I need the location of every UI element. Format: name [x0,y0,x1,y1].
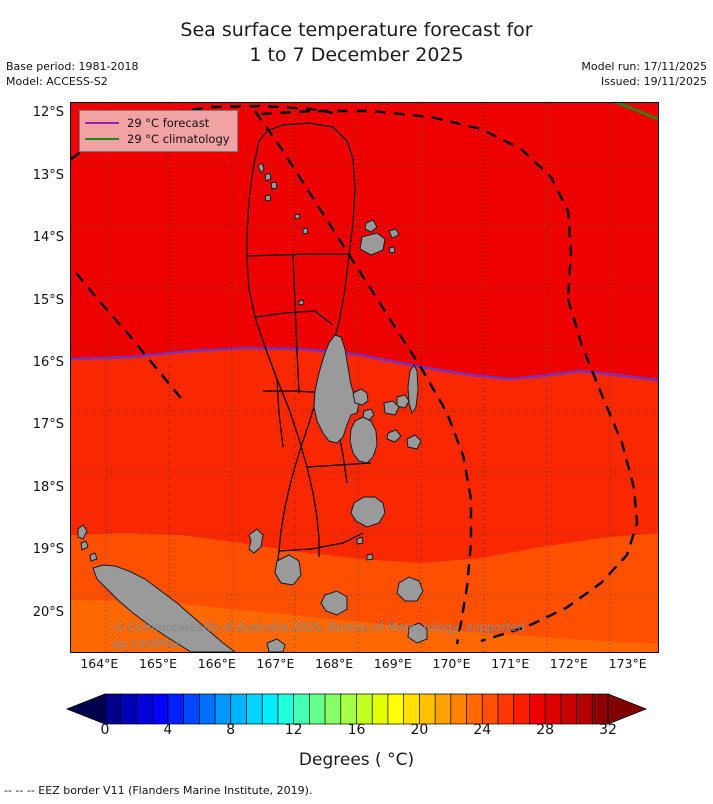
x-axis-tick-0: 164°E [80,656,119,671]
colorbar-segment-12 [293,693,311,725]
map-canvas [71,103,658,652]
legend-label-climatology: 29 °C climatology [127,132,230,146]
x-axis-tick-8: 172°E [549,656,588,671]
colorbar-segment-6 [198,693,216,725]
colorbar-segment-23 [466,693,483,725]
y-axis-tick-1: 13°S [32,167,64,183]
colorbar-segment-4 [167,693,185,725]
colorbar-segment-31 [591,693,609,725]
x-axis-tick-7: 171°E [491,656,530,671]
colorbar-segment-27 [529,693,546,725]
colorbar-tick-3: 12 [284,722,303,738]
colorbar-segment-16 [356,693,373,725]
header-left-meta: Base period: 1981-2018 Model: ACCESS-S2 [6,59,138,89]
y-axis-tick-4: 16°S [32,355,64,371]
colorbar-tick-5: 20 [410,722,429,738]
colorbar-tick-8: 32 [599,722,617,738]
map-plot-area[interactable]: 29 °C forecast 29 °C climatology © Commo… [70,102,659,653]
y-axis: 12°S 13°S 14°S 15°S 16°S 17°S 18°S 19°S 20°S [0,0,64,804]
legend-line-forecast-icon [85,122,119,124]
colorbar-title: Degrees ( °C) [298,750,415,770]
colorbar-segment-5 [183,693,201,725]
colorbar-segment-0 [104,693,122,725]
model-label: Model: ACCESS-S2 [6,75,108,88]
colorbar-segment-19 [403,693,421,725]
x-axis-tick-4: 168°E [315,656,354,671]
x-axis-tick-2: 166°E [197,656,236,671]
legend-line-climatology-icon [85,138,119,140]
colorbar-segment-11 [277,693,295,725]
model-run-label: Model run: 17/11/2025 [581,60,707,73]
colorbar-segment-22 [450,693,468,725]
colorbar-segment-24 [481,693,499,725]
colorbar-segment-25 [497,693,515,725]
colorbar-tick-2: 8 [226,722,236,738]
colorbar-tick-0: 0 [100,722,110,738]
map-legend: 29 °C forecast 29 °C climatology [79,110,238,152]
colorbar-segment-14 [324,693,342,725]
contour-climatology-29 [613,103,658,121]
x-axis-tick-3: 167°E [256,656,295,671]
y-axis-tick-0: 12°S [32,105,64,121]
colorbar-canvas [65,693,648,725]
issued-label: Issued: 19/11/2025 [600,75,707,88]
y-axis-tick-2: 14°S [32,230,64,246]
colorbar-segment-30 [576,693,594,725]
colorbar-segment-8 [230,693,248,725]
eez-footnote: -- -- -- EEZ border V11 (Flanders Marine… [4,784,313,797]
legend-item-climatology: 29 °C climatology [85,131,230,147]
colorbar-segment-20 [419,693,436,725]
province-boundaries [246,122,372,568]
colorbar-over-arrow [607,693,648,725]
colorbar-segment-9 [246,693,263,725]
eez-border-vanuatu-east [480,298,639,643]
y-axis-tick-3: 15°S [32,292,64,308]
colorbar [0,690,713,740]
colorbar-segment-15 [340,693,358,725]
colorbar-segment-26 [513,693,531,725]
colorbar-segment-28 [544,693,562,725]
x-axis-tick-5: 169°E [373,656,412,671]
colorbar-segment-7 [214,693,232,725]
colorbar-tick-7: 28 [536,722,555,738]
eez-border-newcaledonia [75,272,186,404]
y-axis-tick-7: 19°S [32,542,64,558]
title-line-1: Sea surface temperature forecast for [180,19,533,41]
land-polygons [77,162,428,652]
colorbar-segment-18 [387,693,405,725]
colorbar-segment-10 [261,693,279,725]
eez-border-northwest-diagonal [254,110,473,645]
colorbar-under-arrow [65,693,106,725]
x-axis-tick-6: 170°E [432,656,471,671]
colorbar-tick-6: 24 [473,722,492,738]
colorbar-tick-1: 4 [163,722,173,738]
legend-item-forecast: 29 °C forecast [85,115,230,131]
x-axis-tick-9: 173°E [608,656,647,671]
colorbar-tick-4: 16 [347,722,366,738]
colorbar-segment-13 [308,693,326,725]
colorbar-segment-2 [136,693,153,725]
y-axis-tick-5: 17°S [32,417,64,433]
base-period-label: Base period: 1981-2018 [6,60,139,73]
x-axis-tick-1: 165°E [139,656,178,671]
header-right-meta: Model run: 17/11/2025 Issued: 19/11/2025 [581,59,707,89]
eez-border-vanuatu-north [260,109,573,300]
title-line-2: 1 to 7 December 2025 [249,44,464,66]
legend-label-forecast: 29 °C forecast [127,116,210,130]
colorbar-segment-17 [371,693,389,725]
colorbar-segment-21 [434,693,452,725]
colorbar-segment-3 [151,693,169,725]
page-title: Sea surface temperature forecast for 1 t… [0,18,713,68]
y-axis-tick-6: 18°S [32,479,64,495]
colorbar-segment-29 [560,693,578,725]
y-axis-tick-8: 20°S [32,604,64,620]
colorbar-segment-1 [120,693,138,725]
